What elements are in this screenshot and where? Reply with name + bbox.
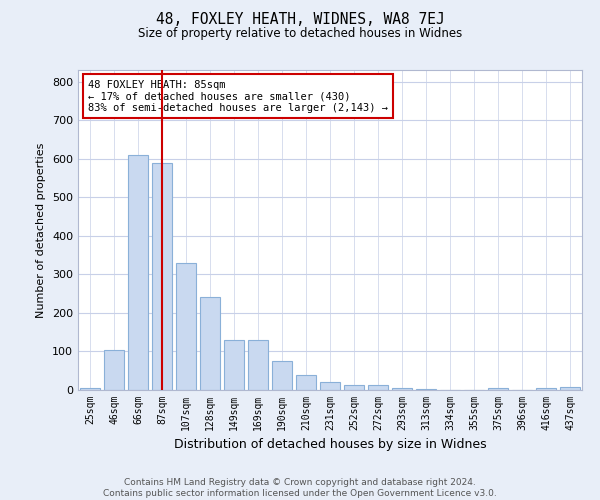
Bar <box>392 388 412 390</box>
Y-axis label: Number of detached properties: Number of detached properties <box>37 142 46 318</box>
Text: 48 FOXLEY HEATH: 85sqm
← 17% of detached houses are smaller (430)
83% of semi-de: 48 FOXLEY HEATH: 85sqm ← 17% of detached… <box>88 80 388 113</box>
Bar <box>296 374 316 390</box>
Bar <box>224 340 244 390</box>
Bar <box>104 350 124 390</box>
Bar <box>80 388 100 390</box>
Bar <box>560 388 580 390</box>
Bar <box>152 162 172 390</box>
X-axis label: Distribution of detached houses by size in Widnes: Distribution of detached houses by size … <box>173 438 487 452</box>
Text: 48, FOXLEY HEATH, WIDNES, WA8 7EJ: 48, FOXLEY HEATH, WIDNES, WA8 7EJ <box>155 12 445 28</box>
Bar <box>488 388 508 390</box>
Bar <box>128 155 148 390</box>
Bar <box>272 361 292 390</box>
Bar <box>536 388 556 390</box>
Bar <box>176 263 196 390</box>
Text: Size of property relative to detached houses in Widnes: Size of property relative to detached ho… <box>138 28 462 40</box>
Bar <box>344 386 364 390</box>
Text: Contains HM Land Registry data © Crown copyright and database right 2024.
Contai: Contains HM Land Registry data © Crown c… <box>103 478 497 498</box>
Bar <box>416 389 436 390</box>
Bar <box>200 298 220 390</box>
Bar <box>248 340 268 390</box>
Bar <box>368 386 388 390</box>
Bar <box>320 382 340 390</box>
